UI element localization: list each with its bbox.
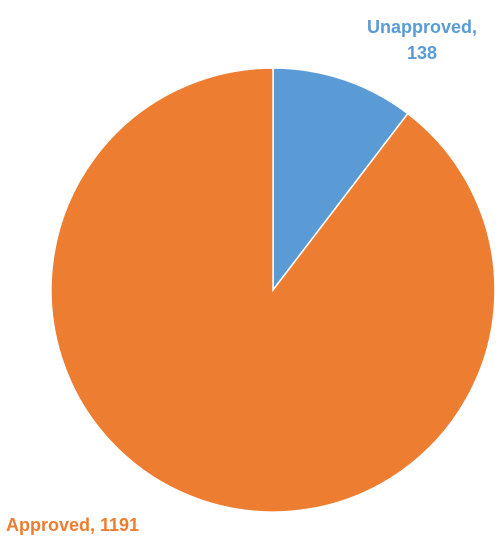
data-label-unapproved-line1: Unapproved,: [366, 17, 477, 37]
data-label-unapproved-line2: 138: [406, 43, 438, 63]
pie-slices: [50, 67, 496, 513]
pie-slice-unapproved: [272, 67, 409, 293]
data-label-unapproved: Unapproved, 138: [346, 14, 498, 66]
pie-slice-approved: [50, 67, 496, 513]
data-label-approved: Approved, 1191: [6, 512, 139, 538]
data-label-approved-line1: Approved, 1191: [6, 515, 140, 535]
